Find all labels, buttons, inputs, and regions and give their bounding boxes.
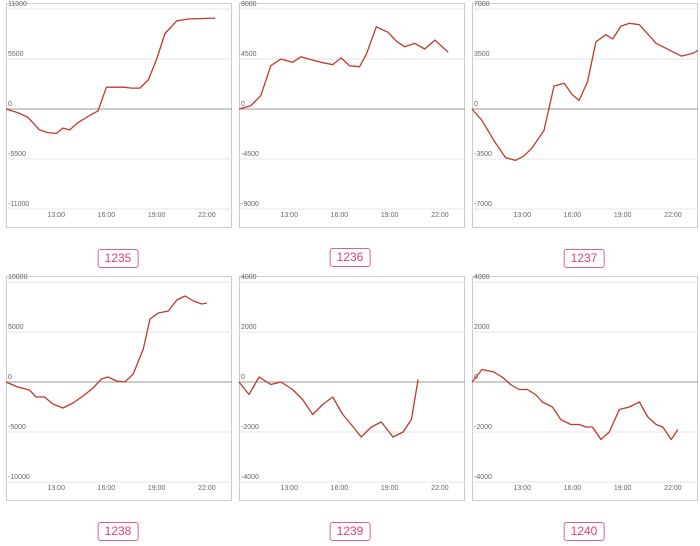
y-tick-label: -4000 [241, 474, 259, 481]
x-tick-label: 16:00 [98, 212, 116, 219]
chart-panel-1236: 9000 4500 0 -4500 -9000 13:00 16:00 19:00 22:00 [238, 1, 465, 228]
y-tick-label: 5000 [8, 324, 24, 331]
x-tick-label: 19:00 [614, 212, 632, 219]
x-tick-label: 19:00 [148, 212, 166, 219]
y-tick-label: 0 [474, 101, 478, 108]
y-tick-label: -4000 [474, 474, 492, 481]
chart-panel-1239: 4000 2000 0 -2000 -4000 13:00 16:00 19:00 22:00 [238, 274, 465, 501]
chart-id-badge-1235[interactable]: 1235 [97, 249, 139, 268]
x-tick-label: 16:00 [331, 485, 349, 492]
x-tick-label: 22:00 [198, 212, 216, 219]
series-line [238, 376, 419, 438]
plot-frame [472, 3, 698, 228]
y-tick-label: -9000 [241, 201, 259, 208]
series-line [471, 22, 699, 162]
x-tick-label: 13:00 [280, 212, 298, 219]
x-tick-label: 19:00 [148, 485, 166, 492]
y-tick-label: 5500 [8, 51, 24, 58]
y-tick-label: -5500 [8, 151, 26, 158]
y-tick-label: -11000 [8, 201, 29, 208]
y-tick-label: 3500 [474, 51, 490, 58]
y-tick-label: 0 [241, 374, 245, 381]
y-tick-label: -7000 [474, 201, 492, 208]
y-tick-label: -3500 [474, 151, 492, 158]
plot-frame [6, 276, 232, 501]
chart-id-badge-1239[interactable]: 1239 [329, 522, 371, 541]
y-tick-label: 4000 [241, 274, 257, 281]
y-tick-label: -5000 [8, 424, 26, 431]
chart-panel-1240: 4000 2000 0 -2000 -4000 13:00 16:00 19:00 22:00 [471, 274, 698, 501]
plot-frame [239, 276, 465, 501]
chart-panel-1237: 7000 3500 0 -3500 -7000 13:00 16:00 19:00 22:00 [471, 1, 699, 228]
x-tick-label: 16:00 [98, 485, 116, 492]
y-tick-label: 10000 [8, 274, 28, 281]
x-tick-label: 22:00 [431, 485, 449, 492]
chart-panel-1235: 11000 5500 0 -5500 -11000 13:00 16:00 19:00 22:0… [5, 1, 232, 228]
x-tick-label: 13:00 [47, 212, 65, 219]
series-line [5, 295, 208, 409]
x-tick-label: 16:00 [331, 212, 349, 219]
y-tick-label: 4500 [241, 51, 257, 58]
series-line [238, 26, 449, 110]
y-tick-label: 9000 [241, 1, 257, 8]
y-tick-label: 4000 [474, 274, 490, 281]
line-chart-1235: 11000 5500 0 -5500 -11000 13:00 16:00 19:00 22:0… [5, 1, 232, 228]
y-tick-label: 11000 [8, 1, 27, 8]
x-tick-label: 22:00 [664, 485, 682, 492]
x-tick-label: 19:00 [381, 485, 399, 492]
series-line [471, 368, 679, 441]
x-tick-label: 22:00 [664, 212, 682, 219]
x-tick-label: 19:00 [614, 485, 632, 492]
y-tick-label: -4500 [241, 151, 259, 158]
chart-panel-1238: 10000 5000 0 -5000 -10000 13:00 16:00 19:00 22:0… [5, 274, 232, 501]
y-tick-label: -2000 [474, 424, 492, 431]
line-chart-1237: 7000 3500 0 -3500 -7000 13:00 16:00 19:00 22:00 [471, 1, 699, 228]
line-chart-1238: 10000 5000 0 -5000 -10000 13:00 16:00 19:00 22:0… [5, 274, 232, 501]
chart-id-badge-1240[interactable]: 1240 [563, 522, 605, 541]
y-tick-label: 0 [8, 374, 12, 381]
x-tick-label: 22:00 [431, 212, 449, 219]
line-chart-1236: 9000 4500 0 -4500 -9000 13:00 16:00 19:00 22:00 [238, 1, 465, 228]
y-tick-label: 0 [241, 101, 245, 108]
x-tick-label: 13:00 [513, 212, 531, 219]
y-tick-label: -2000 [241, 424, 259, 431]
x-tick-label: 13:00 [280, 485, 298, 492]
series-line [5, 17, 216, 135]
x-tick-label: 22:00 [198, 485, 216, 492]
x-tick-label: 16:00 [564, 485, 582, 492]
plot-frame [6, 3, 232, 228]
x-tick-label: 19:00 [381, 212, 399, 219]
x-tick-label: 13:00 [513, 485, 531, 492]
x-tick-label: 16:00 [564, 212, 582, 219]
y-tick-label: 2000 [474, 324, 490, 331]
line-chart-1239: 4000 2000 0 -2000 -4000 13:00 16:00 19:00 22:00 [238, 274, 465, 501]
chart-id-badge-1238[interactable]: 1238 [97, 522, 139, 541]
plot-frame [239, 3, 465, 228]
chart-id-badge-1236[interactable]: 1236 [329, 248, 371, 267]
y-tick-label: 2000 [241, 324, 257, 331]
y-tick-label: 0 [8, 101, 12, 108]
x-tick-label: 13:00 [47, 485, 65, 492]
plot-frame [472, 276, 698, 501]
chart-id-badge-1237[interactable]: 1237 [563, 249, 605, 268]
y-tick-label: 7000 [474, 1, 490, 8]
y-tick-label: -10000 [8, 474, 30, 481]
